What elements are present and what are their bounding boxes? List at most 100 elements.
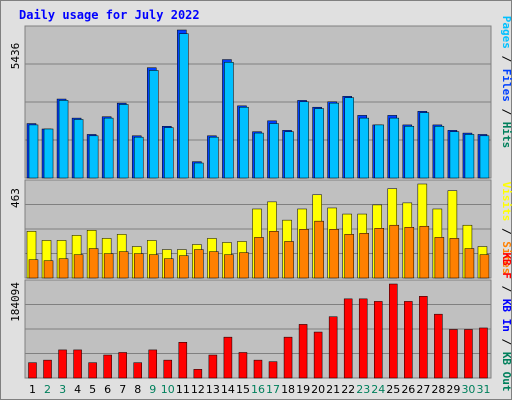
legend-middle: Visits / Sites xyxy=(500,182,512,275)
bar-kbf-day-6 xyxy=(103,354,112,379)
bar-sites-day-19 xyxy=(299,229,309,279)
bar-kbf-day-13 xyxy=(208,354,218,379)
bar-kbf-day-18 xyxy=(283,336,293,379)
bar-pages-day-25 xyxy=(389,117,400,179)
x-tick-label-day-27: 27 xyxy=(416,383,430,396)
x-tick-label-day-21: 21 xyxy=(326,383,340,396)
bar-kbf-day-20 xyxy=(313,331,323,379)
x-tick-label-day-13: 13 xyxy=(206,383,220,396)
bar-pages-day-10 xyxy=(164,127,174,179)
bar-pages-day-23 xyxy=(359,117,369,179)
x-tick-label-day-3: 3 xyxy=(59,383,66,396)
bar-sites-day-24 xyxy=(374,228,384,279)
bar-sites-day-17 xyxy=(269,231,279,279)
middle-axis-max-label: 463 xyxy=(9,188,22,208)
legend-bottom: KB F / KB In / KB Out xyxy=(500,252,512,391)
bar-sites-day-14 xyxy=(224,254,234,279)
bar-pages-day-22 xyxy=(344,97,354,179)
x-tick-label-day-8: 8 xyxy=(134,383,141,396)
x-tick-label-day-15: 15 xyxy=(236,383,250,396)
bar-sites-day-1 xyxy=(28,259,39,279)
bar-pages-day-21 xyxy=(329,102,339,179)
bar-kbf-day-27 xyxy=(419,296,428,379)
bar-pages-day-1 xyxy=(28,124,39,179)
chart-title: Daily usage for July 2022 xyxy=(19,8,200,22)
bar-sites-day-15 xyxy=(239,252,249,279)
x-tick-label-day-12: 12 xyxy=(191,383,205,396)
bar-sites-day-20 xyxy=(314,220,324,279)
bar-kbf-day-9 xyxy=(148,349,158,379)
bar-pages-day-19 xyxy=(299,101,309,179)
x-tick-label-day-7: 7 xyxy=(119,383,126,396)
bar-kbf-day-11 xyxy=(178,342,188,379)
x-tick-label-day-28: 28 xyxy=(431,383,445,396)
legend-top: Pages / Files / Hits xyxy=(500,16,512,149)
legend-bottom-separator: / xyxy=(500,279,512,299)
bar-sites-day-7 xyxy=(118,251,129,279)
bar-sites-day-11 xyxy=(179,255,189,279)
bar-sites-day-25 xyxy=(389,224,400,279)
legend-middle-part-1: Sites xyxy=(500,241,512,274)
x-tick-label-day-30: 30 xyxy=(461,383,475,396)
bar-pages-day-11 xyxy=(179,33,189,179)
x-tick-label-day-22: 22 xyxy=(341,383,355,396)
x-tick-label-day-5: 5 xyxy=(89,383,96,396)
bar-kbf-day-15 xyxy=(238,352,248,379)
x-tick-label-day-17: 17 xyxy=(266,383,280,396)
x-tick-label-day-31: 31 xyxy=(476,383,490,396)
x-tick-label-day-18: 18 xyxy=(281,383,295,396)
bar-kbf-day-29 xyxy=(449,329,458,379)
legend-top-separator: / xyxy=(500,102,512,122)
x-tick-label-day-24: 24 xyxy=(371,383,385,396)
bar-kbf-day-26 xyxy=(404,301,413,379)
bar-sites-day-29 xyxy=(449,238,460,279)
bar-kbf-day-5 xyxy=(88,362,97,379)
bar-kbf-day-21 xyxy=(328,316,338,379)
bar-pages-day-13 xyxy=(209,136,219,179)
bar-pages-day-18 xyxy=(284,131,294,179)
bar-sites-day-9 xyxy=(149,254,159,279)
x-tick-label-day-4: 4 xyxy=(74,383,81,396)
bar-sites-day-18 xyxy=(284,241,294,279)
bar-pages-day-30 xyxy=(464,134,475,179)
bar-sites-day-3 xyxy=(58,258,69,279)
bar-kbf-day-17 xyxy=(268,361,278,379)
bar-kbf-day-1 xyxy=(28,362,37,379)
bar-kbf-day-2 xyxy=(43,359,52,379)
bar-sites-day-30 xyxy=(464,248,475,279)
top-axis-max-label: 5436 xyxy=(9,43,22,70)
bar-sites-day-28 xyxy=(434,237,445,279)
x-tick-label-day-6: 6 xyxy=(104,383,111,396)
x-tick-label-day-23: 23 xyxy=(356,383,370,396)
bar-kbf-day-16 xyxy=(253,359,263,379)
bar-kbf-day-3 xyxy=(58,349,67,379)
bar-kbf-day-19 xyxy=(298,324,308,379)
bar-pages-day-24 xyxy=(374,124,384,179)
x-tick-label-day-2: 2 xyxy=(44,383,51,396)
bar-pages-day-14 xyxy=(224,62,234,179)
bar-kbf-day-30 xyxy=(464,329,473,379)
bar-sites-day-31 xyxy=(479,254,490,279)
bar-pages-day-8 xyxy=(133,136,144,179)
bar-sites-day-22 xyxy=(344,234,354,279)
bar-pages-day-20 xyxy=(314,108,324,179)
bar-pages-day-4 xyxy=(73,119,84,179)
bar-pages-day-12 xyxy=(194,162,204,179)
bar-sites-day-21 xyxy=(329,229,339,279)
bar-kbf-day-14 xyxy=(223,336,233,379)
legend-top-part-0: Pages xyxy=(500,16,512,49)
bar-pages-day-2 xyxy=(43,128,54,179)
bar-sites-day-16 xyxy=(254,237,264,279)
legend-top-separator: / xyxy=(500,49,512,69)
bar-kbf-day-25 xyxy=(389,283,398,379)
x-tick-label-day-26: 26 xyxy=(401,383,415,396)
bar-pages-day-17 xyxy=(269,123,279,179)
legend-bottom-part-0: KB F xyxy=(500,252,512,279)
bottom-axis-max-label: 184094 xyxy=(9,282,22,322)
x-tick-label-day-1: 1 xyxy=(29,383,36,396)
bar-kbf-day-10 xyxy=(163,359,173,379)
bar-sites-day-23 xyxy=(359,233,369,279)
bar-pages-day-28 xyxy=(434,126,445,179)
bar-kbf-day-7 xyxy=(118,352,127,379)
